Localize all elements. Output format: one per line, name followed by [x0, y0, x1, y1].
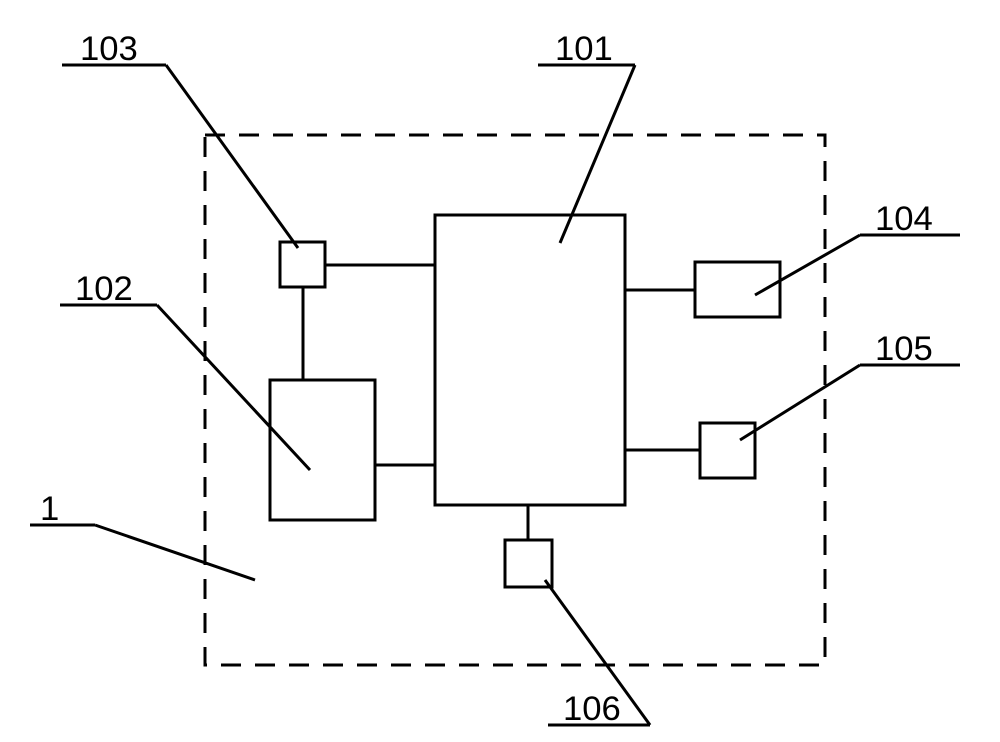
callout-label-c105: 105 [875, 330, 933, 369]
callout-label-c104: 104 [875, 200, 933, 239]
callout-label-c103: 103 [80, 30, 138, 69]
block-b106 [505, 540, 552, 587]
callout-label-c1: 1 [40, 490, 59, 529]
callout-label-c102: 102 [75, 270, 133, 309]
callout-label-c101: 101 [555, 30, 613, 69]
callout-label-c106: 106 [563, 690, 621, 729]
callout-leader-c103 [166, 65, 298, 248]
diagram-stage: 1 101 102 103 104 105 106 [0, 0, 1000, 742]
block-b102 [270, 380, 375, 520]
diagram-svg [0, 0, 1000, 742]
callout-leader-c105 [740, 365, 860, 440]
block-b103 [280, 242, 325, 287]
callout-leader-c1 [95, 525, 255, 580]
block-b105 [700, 423, 755, 478]
block-b101 [435, 215, 625, 505]
